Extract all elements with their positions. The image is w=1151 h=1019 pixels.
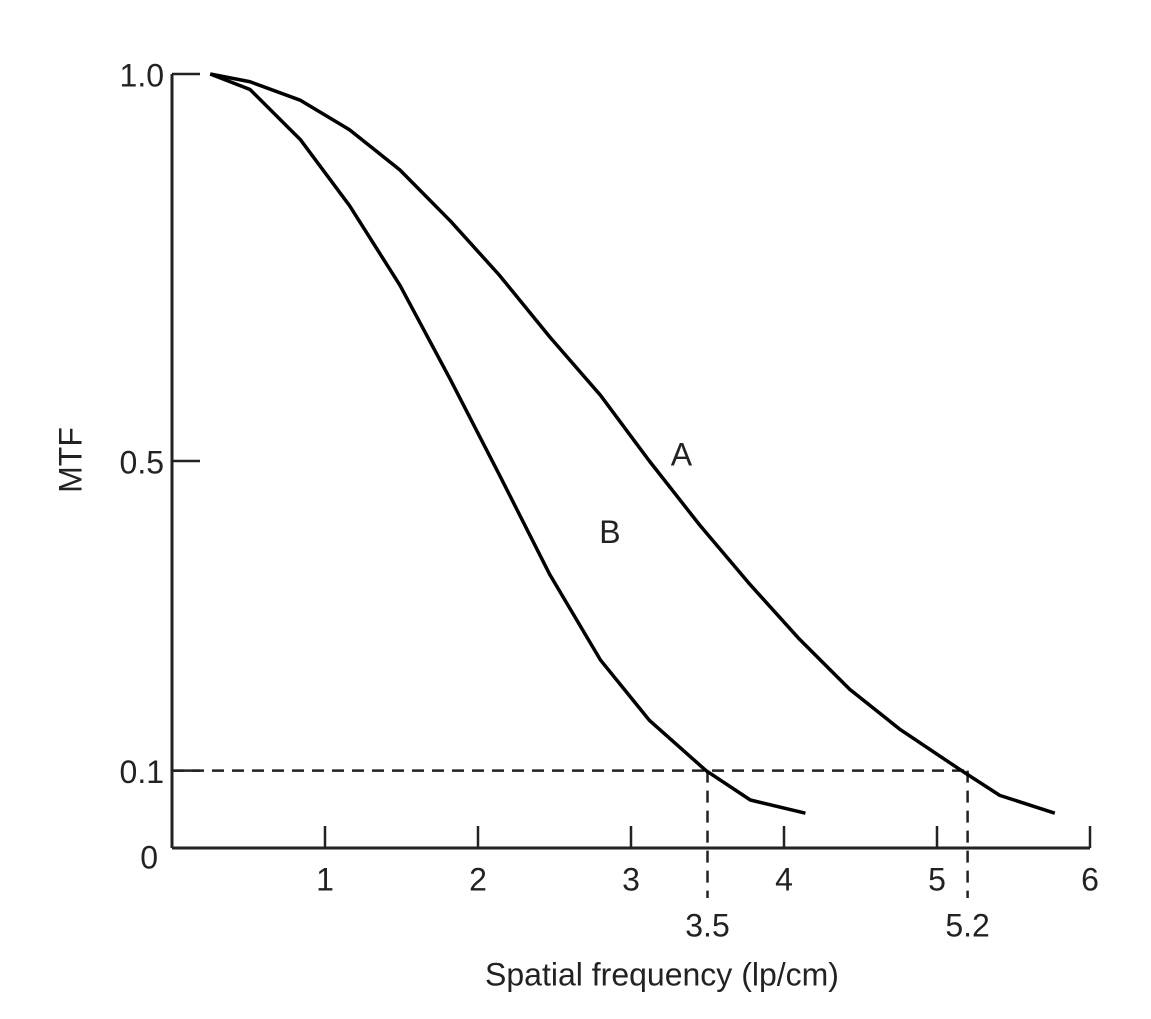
x-tick-label: 2 xyxy=(469,861,487,897)
y-tick-label: 1.0 xyxy=(120,57,164,93)
series-line xyxy=(209,72,806,815)
y-tick-label: 0.5 xyxy=(120,444,164,480)
reference-label: 3.5 xyxy=(685,907,729,943)
reference-label: 5.2 xyxy=(945,907,989,943)
x-tick-label: 1 xyxy=(316,861,334,897)
y-axis-label: MTF xyxy=(52,427,88,493)
y-tick-label: 0 xyxy=(140,839,158,875)
x-tick-label: 4 xyxy=(775,861,793,897)
series-label: B xyxy=(599,514,620,550)
y-tick-label: 0.1 xyxy=(120,754,164,790)
x-tick-label: 6 xyxy=(1081,861,1099,897)
x-tick-label: 3 xyxy=(622,861,640,897)
series-line xyxy=(209,72,1056,815)
series-label: A xyxy=(671,436,693,472)
x-tick-label: 5 xyxy=(928,861,946,897)
x-axis-label: Spatial frequency (lp/cm) xyxy=(485,956,839,992)
